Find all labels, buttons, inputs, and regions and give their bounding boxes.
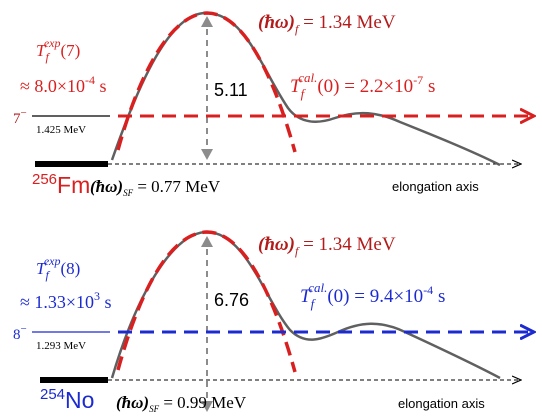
state-spin-parity: 8− [13, 323, 27, 343]
elongation-axis-label: elongation axis [398, 396, 485, 411]
elongation-axis-label: elongation axis [392, 179, 479, 194]
state-spin-parity: 7− [13, 107, 27, 127]
t-exp-label: Tfexp(7) [36, 36, 80, 64]
hw-f-label: (ħω)f = 1.34 MeV [258, 12, 396, 36]
t-exp-value: ≈ 1.33×103 s [20, 289, 112, 312]
t-cal-label: Tfcal.(0) = 9.4×10-4 s [300, 280, 445, 311]
hw-sf-label: (ħω)SF = 0.77 MeV [90, 177, 221, 198]
hw-sf-label: (ħω)SF = 0.99 MeV [116, 393, 247, 414]
barrier-height-label: 6.76 [214, 290, 249, 310]
t-exp-label: Tfexp(8) [36, 254, 80, 282]
barrier-height-label: 5.11 [214, 80, 248, 100]
panel-no254: 6.76 (ħω)f = 1.34 MeV Tfcal.(0) = 9.4×10… [13, 230, 532, 414]
state-energy: 1.293 MeV [36, 340, 86, 352]
nucleus-label: 256Fm [32, 171, 90, 198]
nucleus-label: 254No [40, 386, 94, 413]
hw-f-label: (ħω)f = 1.34 MeV [258, 234, 396, 258]
t-cal-label: Tfcal.(0) = 2.2×10-7 s [290, 70, 435, 101]
t-exp-value: ≈ 8.0×10-4 s [20, 73, 107, 96]
barrier-parabola-fit [116, 11, 297, 153]
barrier-parabola-fit [116, 230, 297, 373]
panel-fm256: 5.11 (ħω)f = 1.34 MeV Tfcal.(0) = 2.2×10… [13, 11, 532, 198]
state-energy: 1.425 MeV [36, 124, 86, 136]
